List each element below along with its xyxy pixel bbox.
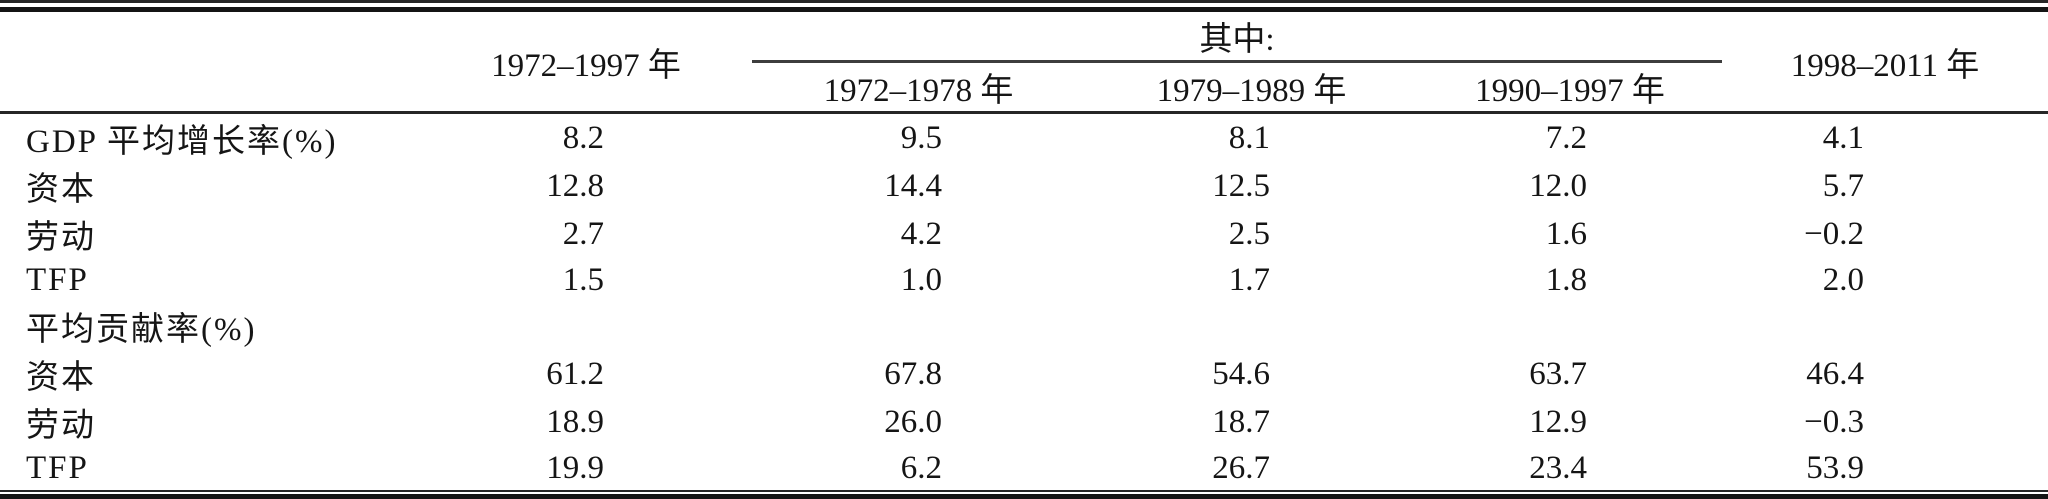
- sub-header-1979-1989: 1979–1989 年: [1085, 61, 1418, 114]
- cell-value: 4.2: [900, 215, 942, 252]
- cell-value: 9.5: [900, 119, 942, 156]
- cell-value: 1.0: [900, 261, 942, 298]
- cell-value: [1418, 302, 1722, 350]
- stub-header: [0, 12, 420, 114]
- row-label: TFP: [26, 261, 89, 298]
- cell-value: [1722, 302, 2048, 350]
- cell-value: 53.9: [1806, 449, 1865, 486]
- cell-value: [1085, 302, 1418, 350]
- cell-value: 14.4: [884, 167, 942, 204]
- row-label: 资本: [26, 360, 96, 396]
- cell-value: [420, 302, 752, 350]
- col-header-1972-1997: 1972–1997 年: [420, 12, 752, 114]
- col-header-1998-2011: 1998–2011 年: [1722, 12, 2048, 114]
- cell-value: 67.8: [884, 355, 942, 392]
- cell-value: 1.6: [1545, 215, 1588, 252]
- table-row-contribution-section: 平均贡献率(%): [0, 302, 2048, 350]
- cell-value: −0.3: [1804, 403, 1865, 440]
- cell-value: 26.7: [1212, 449, 1270, 486]
- cell-value: 19.9: [546, 449, 604, 486]
- header-row-1: 1972–1997 年 其中: 1998–2011 年: [0, 12, 2048, 114]
- row-label: 平均贡献率(%): [26, 312, 257, 348]
- cell-value: 1.5: [562, 261, 604, 298]
- cell-value: 46.4: [1806, 355, 1865, 392]
- row-label: 资本: [26, 172, 96, 208]
- cell-value: 54.6: [1212, 355, 1270, 392]
- row-label: 劳动: [26, 220, 96, 256]
- cell-value: 2.7: [562, 215, 604, 252]
- growth-decomposition-table: 1972–1997 年 其中: 1998–2011 年 1972–1978 年 …: [0, 12, 2048, 490]
- table-header: 1972–1997 年 其中: 1998–2011 年 1972–1978 年 …: [0, 12, 2048, 114]
- table-row-tfp-contribution: TFP 19.9 6.2 26.7 23.4 53.9: [0, 446, 2048, 490]
- cell-value: 18.9: [546, 403, 604, 440]
- group-header-among-which: 其中:: [752, 12, 1723, 63]
- table-row-tfp-growth: TFP 1.5 1.0 1.7 1.8 2.0: [0, 258, 2048, 302]
- bottom-rule-thick: [0, 494, 2048, 499]
- cell-value: 12.9: [1529, 403, 1588, 440]
- cell-value: 1.7: [1228, 261, 1270, 298]
- cell-value: 7.2: [1545, 119, 1588, 156]
- cell-value: 63.7: [1529, 355, 1588, 392]
- cell-value: −0.2: [1804, 215, 1865, 252]
- row-label: 劳动: [26, 408, 96, 444]
- table-row-gdp-growth: GDP 平均增长率(%) 8.2 9.5 8.1 7.2 4.1: [0, 113, 2048, 163]
- cell-value: 2.5: [1228, 215, 1270, 252]
- table-body: GDP 平均增长率(%) 8.2 9.5 8.1 7.2 4.1 资本 12.8…: [0, 113, 2048, 491]
- cell-value: 18.7: [1212, 403, 1270, 440]
- cell-value: 6.2: [900, 449, 942, 486]
- cell-value: 5.7: [1822, 167, 1865, 204]
- top-rule-thick: [0, 7, 2048, 12]
- cell-value: 12.5: [1212, 167, 1270, 204]
- sub-header-1990-1997: 1990–1997 年: [1418, 61, 1723, 114]
- cell-value: 23.4: [1529, 449, 1588, 486]
- cell-value: 1.8: [1545, 261, 1588, 298]
- table-row-capital-growth: 资本 12.8 14.4 12.5 12.0 5.7: [0, 162, 2048, 210]
- row-label: TFP: [26, 449, 89, 486]
- cell-value: 12.8: [546, 167, 604, 204]
- cell-value: 4.1: [1822, 119, 1865, 156]
- top-rule-thin: [0, 0, 2048, 3]
- header-row-2: 1972–1978 年 1979–1989 年 1990–1997 年: [0, 61, 2048, 114]
- row-label: GDP 平均增长率(%): [26, 124, 338, 160]
- cell-value: 8.1: [1228, 119, 1270, 156]
- cell-value: 8.2: [562, 119, 604, 156]
- cell-value: 12.0: [1529, 167, 1588, 204]
- sub-header-1972-1978: 1972–1978 年: [752, 61, 1085, 114]
- cell-value: 61.2: [546, 355, 604, 392]
- cell-value: [752, 302, 1085, 350]
- table-row-labor-contribution: 劳动 18.9 26.0 18.7 12.9 −0.3: [0, 398, 2048, 446]
- cell-value: 2.0: [1822, 261, 1865, 298]
- cell-value: 26.0: [884, 403, 942, 440]
- table-row-capital-contribution: 资本 61.2 67.8 54.6 63.7 46.4: [0, 350, 2048, 398]
- table-row-labor-growth: 劳动 2.7 4.2 2.5 1.6 −0.2: [0, 210, 2048, 258]
